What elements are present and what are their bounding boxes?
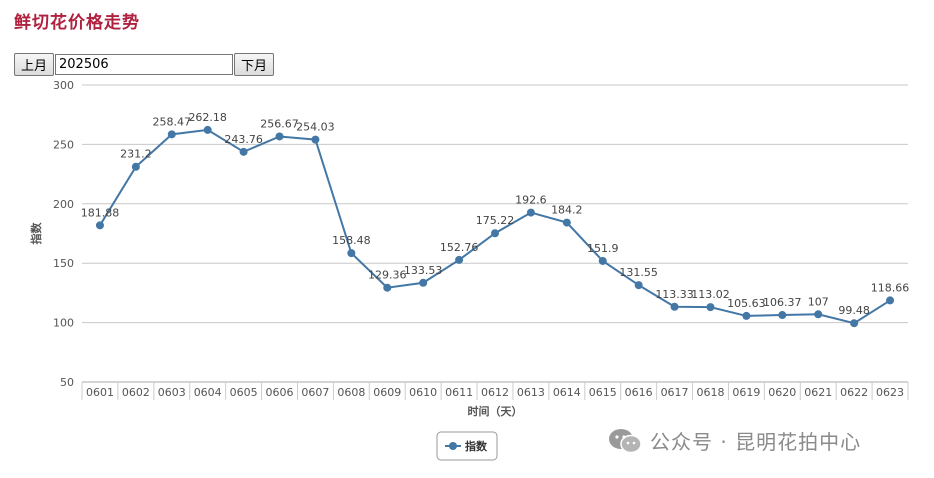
data-label: 113.33 [655, 288, 694, 301]
y-tick-label: 150 [53, 257, 74, 270]
data-label: 158.48 [332, 234, 371, 247]
data-point [562, 218, 571, 227]
x-tick-label: 0615 [589, 386, 617, 399]
data-point [886, 296, 895, 305]
prev-month-button[interactable]: 上月 [14, 53, 55, 76]
wechat-icon [609, 428, 642, 453]
data-label: 106.37 [763, 296, 802, 309]
data-label: 254.03 [296, 121, 335, 134]
data-point [383, 283, 392, 292]
data-label: 131.55 [619, 266, 658, 279]
watermark-text: 公众号 · 昆明花拍中心 [650, 430, 862, 454]
x-tick-label: 0617 [661, 386, 689, 399]
x-tick-label: 0602 [122, 386, 150, 399]
data-point [203, 125, 212, 134]
data-label: 118.66 [871, 281, 910, 294]
data-label: 129.36 [368, 269, 407, 282]
data-point [778, 311, 787, 320]
y-tick-label: 300 [53, 79, 74, 92]
legend-box [436, 431, 498, 461]
x-tick-label: 0603 [158, 386, 186, 399]
data-point [347, 249, 356, 258]
y-axis-title: 指数 [29, 222, 43, 245]
x-tick-label: 0608 [337, 386, 365, 399]
data-point [706, 303, 715, 312]
y-tick-label: 250 [53, 138, 74, 151]
page-title: 鲜切花价格走势 [14, 13, 140, 33]
data-point [742, 311, 751, 320]
data-point [670, 302, 679, 311]
month-input[interactable] [55, 54, 234, 75]
data-label: 99.48 [838, 304, 870, 317]
data-label: 258.47 [153, 115, 192, 128]
data-label: 231.2 [120, 148, 152, 161]
data-point [598, 256, 607, 265]
watermark: 公众号 · 昆明花拍中心 [608, 426, 861, 455]
data-label: 181.88 [81, 206, 120, 219]
data-label: 262.18 [188, 111, 227, 124]
x-tick-label: 0623 [876, 386, 904, 399]
data-label: 256.67 [260, 117, 299, 130]
data-label: 105.63 [727, 297, 766, 310]
x-tick-label: 0607 [301, 386, 329, 399]
data-label: 243.76 [224, 133, 263, 146]
legend-label: 指数 [465, 439, 488, 453]
x-tick-label: 0604 [194, 386, 222, 399]
next-month-button[interactable]: 下月 [234, 53, 275, 76]
x-tick-label: 0619 [732, 386, 760, 399]
data-point [95, 221, 104, 230]
legend-marker [449, 442, 457, 450]
data-label: 133.53 [404, 264, 443, 277]
x-tick-label: 0618 [696, 386, 724, 399]
x-tick-label: 0605 [230, 386, 258, 399]
data-point [239, 147, 248, 156]
y-tick-label: 100 [53, 317, 74, 330]
data-label: 152.76 [440, 241, 479, 254]
data-point [131, 162, 140, 171]
x-tick-label: 0609 [373, 386, 401, 399]
x-tick-label: 0614 [553, 386, 581, 399]
data-label: 175.22 [476, 214, 515, 227]
x-tick-label: 0613 [517, 386, 545, 399]
data-point [419, 278, 428, 287]
y-tick-label: 200 [53, 198, 74, 211]
data-label: 151.9 [587, 242, 619, 255]
data-point [455, 255, 464, 264]
month-navigation: 上月 下月 [14, 53, 275, 76]
y-tick-label: 50 [60, 376, 74, 389]
data-point [634, 281, 643, 290]
data-label: 107 [808, 295, 829, 308]
x-tick-label: 0622 [840, 386, 868, 399]
x-tick-label: 0610 [409, 386, 437, 399]
data-label: 113.02 [691, 288, 730, 301]
data-label: 192.6 [515, 194, 547, 207]
x-tick-label: 0620 [768, 386, 796, 399]
x-tick-label: 0621 [804, 386, 832, 399]
data-point [311, 135, 320, 144]
data-label: 184.2 [551, 204, 583, 217]
x-tick-label: 0606 [266, 386, 294, 399]
data-point [850, 319, 859, 328]
x-tick-label: 0611 [445, 386, 473, 399]
data-point [814, 310, 823, 319]
x-tick-label: 0616 [625, 386, 653, 399]
data-point [167, 130, 176, 139]
data-point [275, 132, 284, 141]
x-tick-label: 0612 [481, 386, 509, 399]
x-axis-title: 时间（天） [468, 404, 523, 418]
data-point [491, 229, 499, 238]
x-tick-label: 0601 [86, 386, 114, 399]
data-point [526, 208, 535, 217]
